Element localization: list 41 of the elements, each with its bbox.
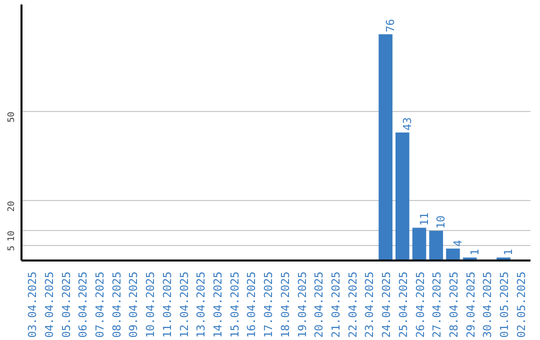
x-tick-label: 04.04.2025 <box>42 271 56 338</box>
x-tick-label: 19.04.2025 <box>296 271 309 338</box>
data-label: 11 <box>418 212 431 226</box>
data-label: 43 <box>400 117 414 130</box>
x-tick-label: 01.05.2025 <box>498 271 512 338</box>
x-tick-label: 07.04.2025 <box>94 271 107 338</box>
x-tick-label: 22.04.2025 <box>346 271 360 338</box>
x-tick-label: 20.04.2025 <box>312 271 326 338</box>
x-tick-label: 26.04.2025 <box>414 271 427 338</box>
data-label: 1 <box>468 248 482 256</box>
x-tick-label: 05.04.2025 <box>60 271 73 338</box>
x-tick-label: 24.04.2025 <box>380 271 394 338</box>
x-tick-label: 03.04.2025 <box>26 271 40 338</box>
x-tick-label: 21.04.2025 <box>329 271 342 338</box>
x-tick-label: 15.04.2025 <box>228 271 242 338</box>
y-tick-label: 50 <box>7 112 17 122</box>
x-tick-label: 29.04.2025 <box>464 271 478 338</box>
data-label: 4 <box>451 240 464 247</box>
data-label: 1 <box>502 248 516 256</box>
x-tick-label: 09.04.2025 <box>127 271 140 338</box>
x-tick-label: 16.04.2025 <box>245 271 258 338</box>
data-label: 76 <box>384 19 398 32</box>
x-tick-label: 30.04.2025 <box>481 271 494 338</box>
x-tick-label: 02.05.2025 <box>514 271 528 338</box>
x-tick-label: 28.04.2025 <box>447 271 460 338</box>
x-tick-label: 14.04.2025 <box>212 271 225 338</box>
y-tick-label: 10 <box>7 230 17 242</box>
x-tick-label: 18.04.2025 <box>278 271 292 338</box>
x-tick-label: 17.04.2025 <box>262 271 276 338</box>
x-tick-label: 25.04.2025 <box>396 271 410 338</box>
x-tick-label: 23.04.2025 <box>363 271 376 338</box>
x-tick-label: 08.04.2025 <box>110 271 124 338</box>
y-tick-label: 5 <box>7 246 17 252</box>
x-tick-label: 11.04.2025 <box>160 271 174 338</box>
x-tick-label: 27.04.2025 <box>430 271 444 338</box>
data-label: 10 <box>434 215 448 229</box>
x-tick-label: 12.04.2025 <box>178 271 191 338</box>
x-tick-label: 06.04.2025 <box>76 271 90 338</box>
x-tick-label: 13.04.2025 <box>194 271 208 338</box>
y-tick-label: 20 <box>7 200 17 212</box>
x-tick-label: 10.04.2025 <box>144 271 158 338</box>
